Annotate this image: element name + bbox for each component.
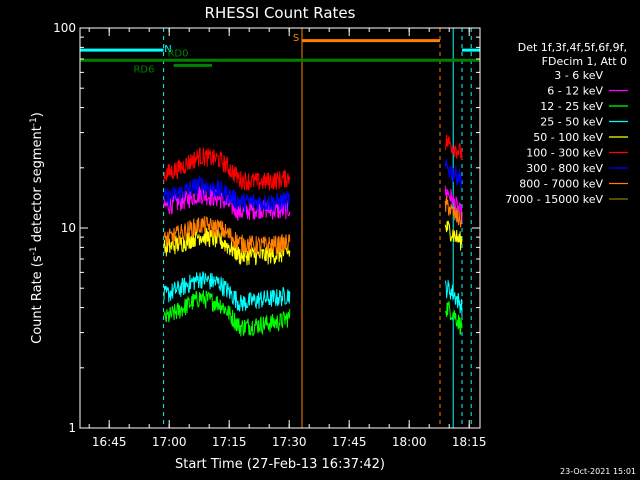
series-line xyxy=(444,220,463,251)
legend-label: 100 - 300 keV xyxy=(526,147,603,160)
chart-title: RHESSI Count Rates xyxy=(205,4,356,22)
x-tick-label: 18:00 xyxy=(392,435,427,449)
series-line xyxy=(444,291,463,331)
x-tick-label: 16:45 xyxy=(92,435,127,449)
series-line xyxy=(444,134,463,160)
series-line xyxy=(444,158,463,189)
x-tick-label: 17:30 xyxy=(272,435,307,449)
y-axis-label-end: ) xyxy=(30,112,45,117)
y-tick-label: 1 xyxy=(68,421,76,435)
series-line xyxy=(163,176,291,213)
legend-header: FDecim 1, Att 0 xyxy=(542,55,627,68)
y-axis-label-sup2: -1 xyxy=(29,117,39,126)
y-axis-label: Count Rate (s-1 detector segment-1) xyxy=(29,112,45,344)
x-tick-label: 17:45 xyxy=(332,435,367,449)
x-tick-label: 18:15 xyxy=(452,435,487,449)
series-line xyxy=(444,185,463,224)
axes: 16:45 17:00 17:15 17:30 17:45 18:00 18:15 1 10 10… xyxy=(53,21,486,449)
state-bar-label: RD0 xyxy=(167,49,188,60)
footer-timestamp: 23-Oct-2021 15:01 xyxy=(560,467,636,476)
legend-label: 6 - 12 keV xyxy=(547,85,603,98)
series-line xyxy=(444,280,463,317)
x-axis-label: Start Time (27-Feb-13 16:37:42) xyxy=(175,457,385,472)
legend-label: 12 - 25 keV xyxy=(540,100,603,113)
state-bar-label: N xyxy=(164,44,171,55)
x-tick-label: 17:00 xyxy=(152,435,187,449)
state-bar-label: RD6 xyxy=(133,64,154,75)
legend-label: 7000 - 15000 keV xyxy=(505,193,603,206)
y-tick-label: 10 xyxy=(61,221,76,235)
x-tick-label: 17:15 xyxy=(212,435,247,449)
series-line xyxy=(444,301,463,335)
series-line xyxy=(163,215,291,255)
y-axis-label-sup1: -1 xyxy=(29,246,39,255)
legend-label: 3 - 6 keV xyxy=(554,69,603,82)
series-line xyxy=(163,290,291,337)
legend-label: 800 - 7000 keV xyxy=(519,178,603,191)
legend-label: 25 - 50 keV xyxy=(540,116,603,129)
y-axis-label-main: Count Rate (s xyxy=(30,255,45,344)
state-bar-label: S xyxy=(293,33,299,44)
legend-header: Det 1f,3f,4f,5f,6f,9f, xyxy=(518,41,627,54)
series-line xyxy=(163,271,291,312)
y-axis-label-mid: detector segment xyxy=(30,126,45,246)
plot-area: N S RD6 RD0 xyxy=(80,28,480,428)
y-tick-label: 100 xyxy=(53,21,76,35)
legend: Det 1f,3f,4f,5f,6f,9f,FDecim 1, Att 03 -… xyxy=(505,41,628,206)
legend-label: 300 - 800 keV xyxy=(526,162,603,175)
series-line xyxy=(163,147,291,191)
legend-label: 50 - 100 keV xyxy=(533,131,603,144)
series-line xyxy=(444,196,463,228)
